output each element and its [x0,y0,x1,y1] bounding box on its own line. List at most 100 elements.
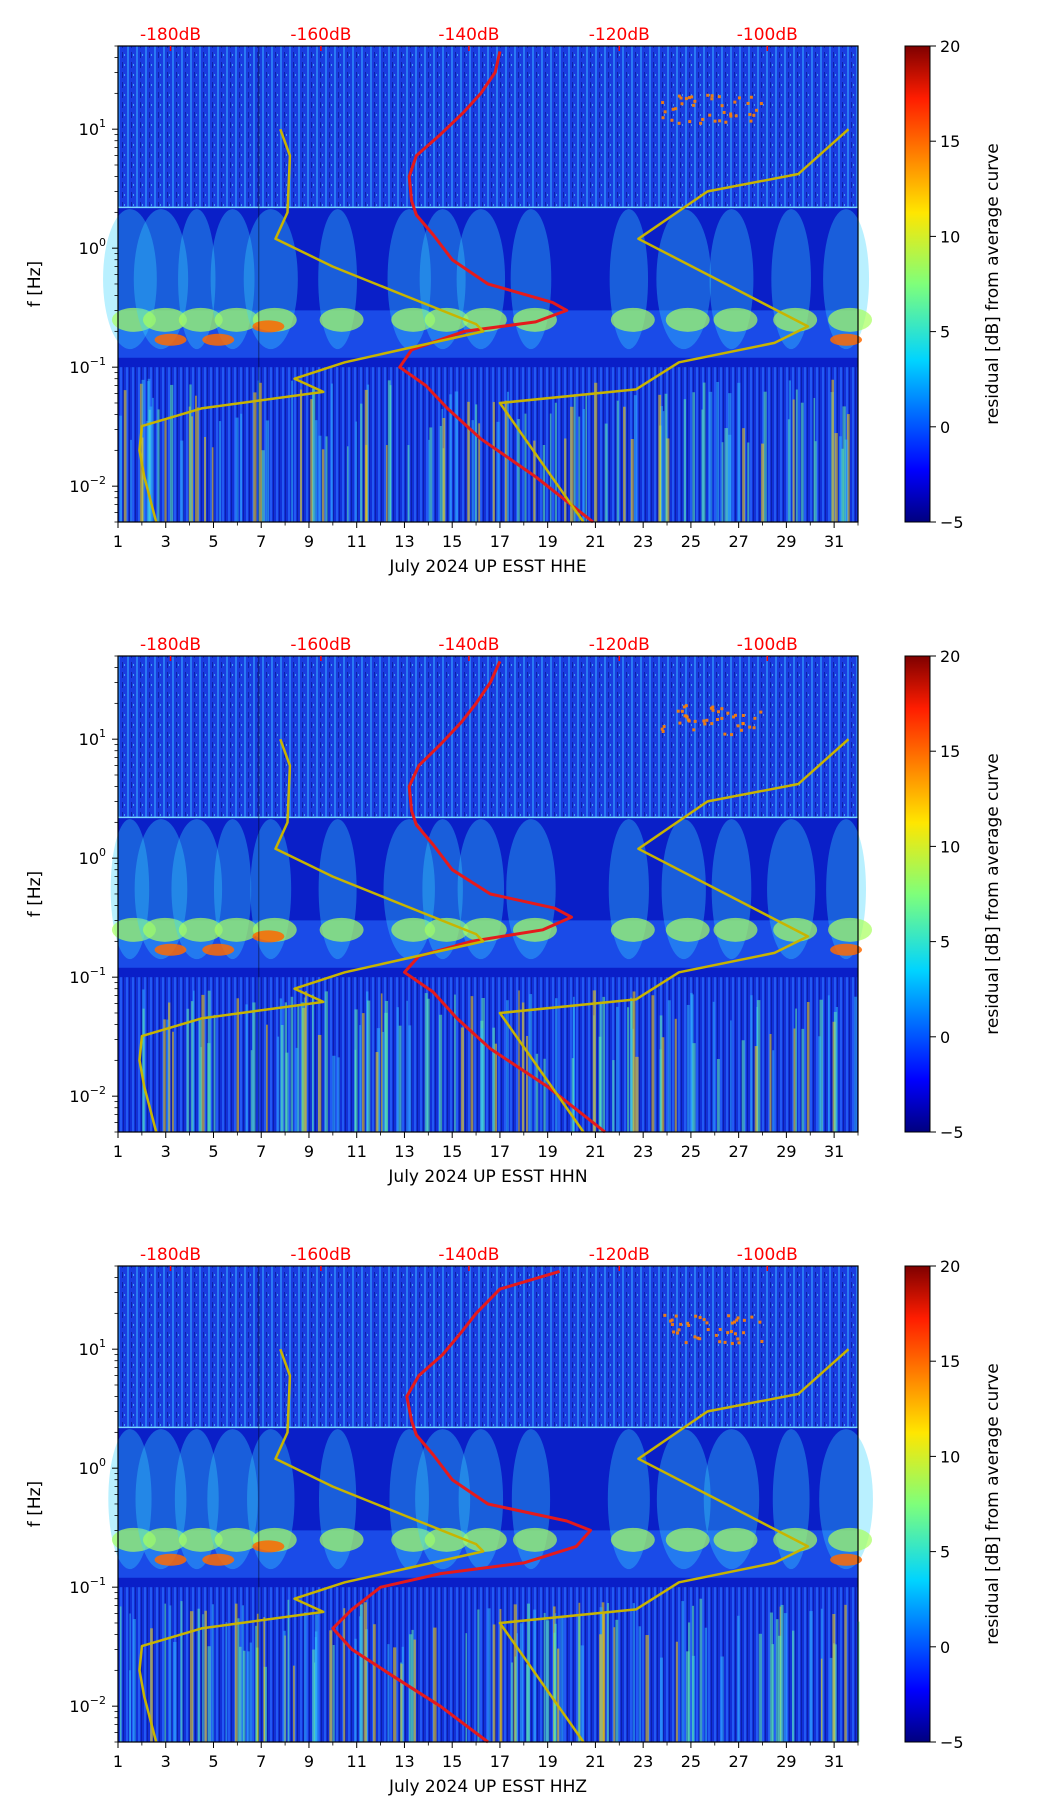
db-scale-label: -180dB [140,25,201,45]
y-tick-label: 100 [79,846,106,868]
x-tick-label: 3 [161,1142,171,1161]
x-tick-label: 27 [728,1752,748,1771]
yellow-noise-model-curve [138,128,485,523]
x-tick-label: 19 [537,1752,557,1771]
y-axis-label: f [Hz] [25,871,45,917]
x-tick-label: 11 [347,532,367,551]
x-tick-label: 1 [113,1752,123,1771]
x-tick-label: 31 [824,532,844,551]
db-scale-label: -100dB [737,635,798,655]
x-tick-label: 23 [633,532,653,551]
x-tick-label: 27 [728,1142,748,1161]
colorbar-tick-label: 15 [940,742,960,761]
colorbar-tick-label: 10 [940,227,960,246]
colorbar-tick-label: 20 [940,1257,960,1276]
y-tick-label: 101 [79,727,106,749]
yellow-noise-model-curve [138,1348,485,1743]
x-tick-label: 17 [490,532,510,551]
colorbar-label: residual [dB] from average curve [983,753,1003,1034]
colorbar [904,1265,931,1743]
colorbar-tick-label: 15 [940,1352,960,1371]
y-tick-label: 10−2 [69,1084,106,1106]
colorbar-tick-label: 15 [940,132,960,151]
db-scale-label: -140dB [438,635,499,655]
y-tick-label: 100 [79,236,106,258]
db-scale-label: -160dB [290,25,351,45]
x-tick-label: 17 [490,1752,510,1771]
x-tick-label: 9 [304,1142,314,1161]
x-tick-label: 9 [304,532,314,551]
x-tick-label: 17 [490,1142,510,1161]
x-tick-label: 31 [824,1752,844,1771]
x-tick-label: 29 [776,1752,796,1771]
colorbar-label: residual [dB] from average curve [983,143,1003,424]
x-axis-label: July 2024 UP ESST HHN [387,1167,587,1187]
x-tick-label: 11 [347,1142,367,1161]
db-scale-label: -180dB [140,635,201,655]
y-tick-label: 101 [79,1337,106,1359]
colorbar-tick-label: 5 [940,1543,950,1562]
x-tick-label: 21 [585,1142,605,1161]
colorbar-tick-label: 0 [940,1028,950,1047]
x-tick-label: 13 [394,1142,414,1161]
colorbar-label: residual [dB] from average curve [983,1363,1003,1644]
colorbar [904,655,931,1133]
red-psd-curve [398,51,594,524]
colorbar-tick-label: 5 [940,323,950,342]
x-tick-label: 13 [394,1752,414,1771]
db-scale-label: -160dB [290,1245,351,1265]
x-tick-label: 29 [776,532,796,551]
colorbar-tick-label: −5 [940,513,964,532]
x-tick-label: 27 [728,532,748,551]
x-tick-label: 15 [442,1142,462,1161]
colorbar-tick-label: 10 [940,1447,960,1466]
y-tick-label: 10−2 [69,1694,106,1716]
x-tick-label: 1 [113,1142,123,1161]
colorbar-tick-label: 10 [940,837,960,856]
x-tick-label: 5 [208,1142,218,1161]
db-scale-label: -100dB [737,25,798,45]
x-tick-label: 31 [824,1142,844,1161]
x-tick-label: 5 [208,1752,218,1771]
y-tick-label: 10−1 [69,965,106,987]
colorbar-tick-label: 5 [940,933,950,952]
colorbar-tick-label: −5 [940,1123,964,1142]
db-scale-label: -140dB [438,25,499,45]
y-tick-label: 10−1 [69,1575,106,1597]
db-scale-label: -120dB [589,1245,650,1265]
x-tick-label: 1 [113,532,123,551]
colorbar-tick-label: 20 [940,37,960,56]
x-tick-label: 29 [776,1142,796,1161]
x-tick-label: 7 [256,532,266,551]
x-tick-label: 23 [633,1752,653,1771]
x-axis-label: July 2024 UP ESST HHZ [388,1777,587,1797]
x-tick-label: 25 [681,1752,701,1771]
x-tick-label: 5 [208,532,218,551]
x-tick-label: 3 [161,532,171,551]
x-tick-label: 3 [161,1752,171,1771]
x-axis-label: July 2024 UP ESST HHE [388,557,586,577]
x-tick-label: 21 [585,1752,605,1771]
db-scale-label: -160dB [290,635,351,655]
x-tick-label: 9 [304,1752,314,1771]
db-scale-label: -120dB [589,25,650,45]
y-tick-label: 10−1 [69,355,106,377]
x-tick-label: 7 [256,1752,266,1771]
y-axis-label: f [Hz] [25,1481,45,1527]
x-tick-label: 25 [681,1142,701,1161]
yellow-noise-model-curve [138,738,485,1133]
x-tick-label: 11 [347,1752,367,1771]
y-tick-label: 101 [79,117,106,139]
db-scale-label: -140dB [438,1245,499,1265]
x-tick-label: 19 [537,532,557,551]
yellow-high-model-curve [498,1348,850,1743]
yellow-high-model-curve [498,738,850,1133]
colorbar-tick-label: 0 [940,1638,950,1657]
x-tick-label: 13 [394,532,414,551]
x-tick-label: 15 [442,532,462,551]
colorbar [904,45,931,523]
x-tick-label: 25 [681,532,701,551]
